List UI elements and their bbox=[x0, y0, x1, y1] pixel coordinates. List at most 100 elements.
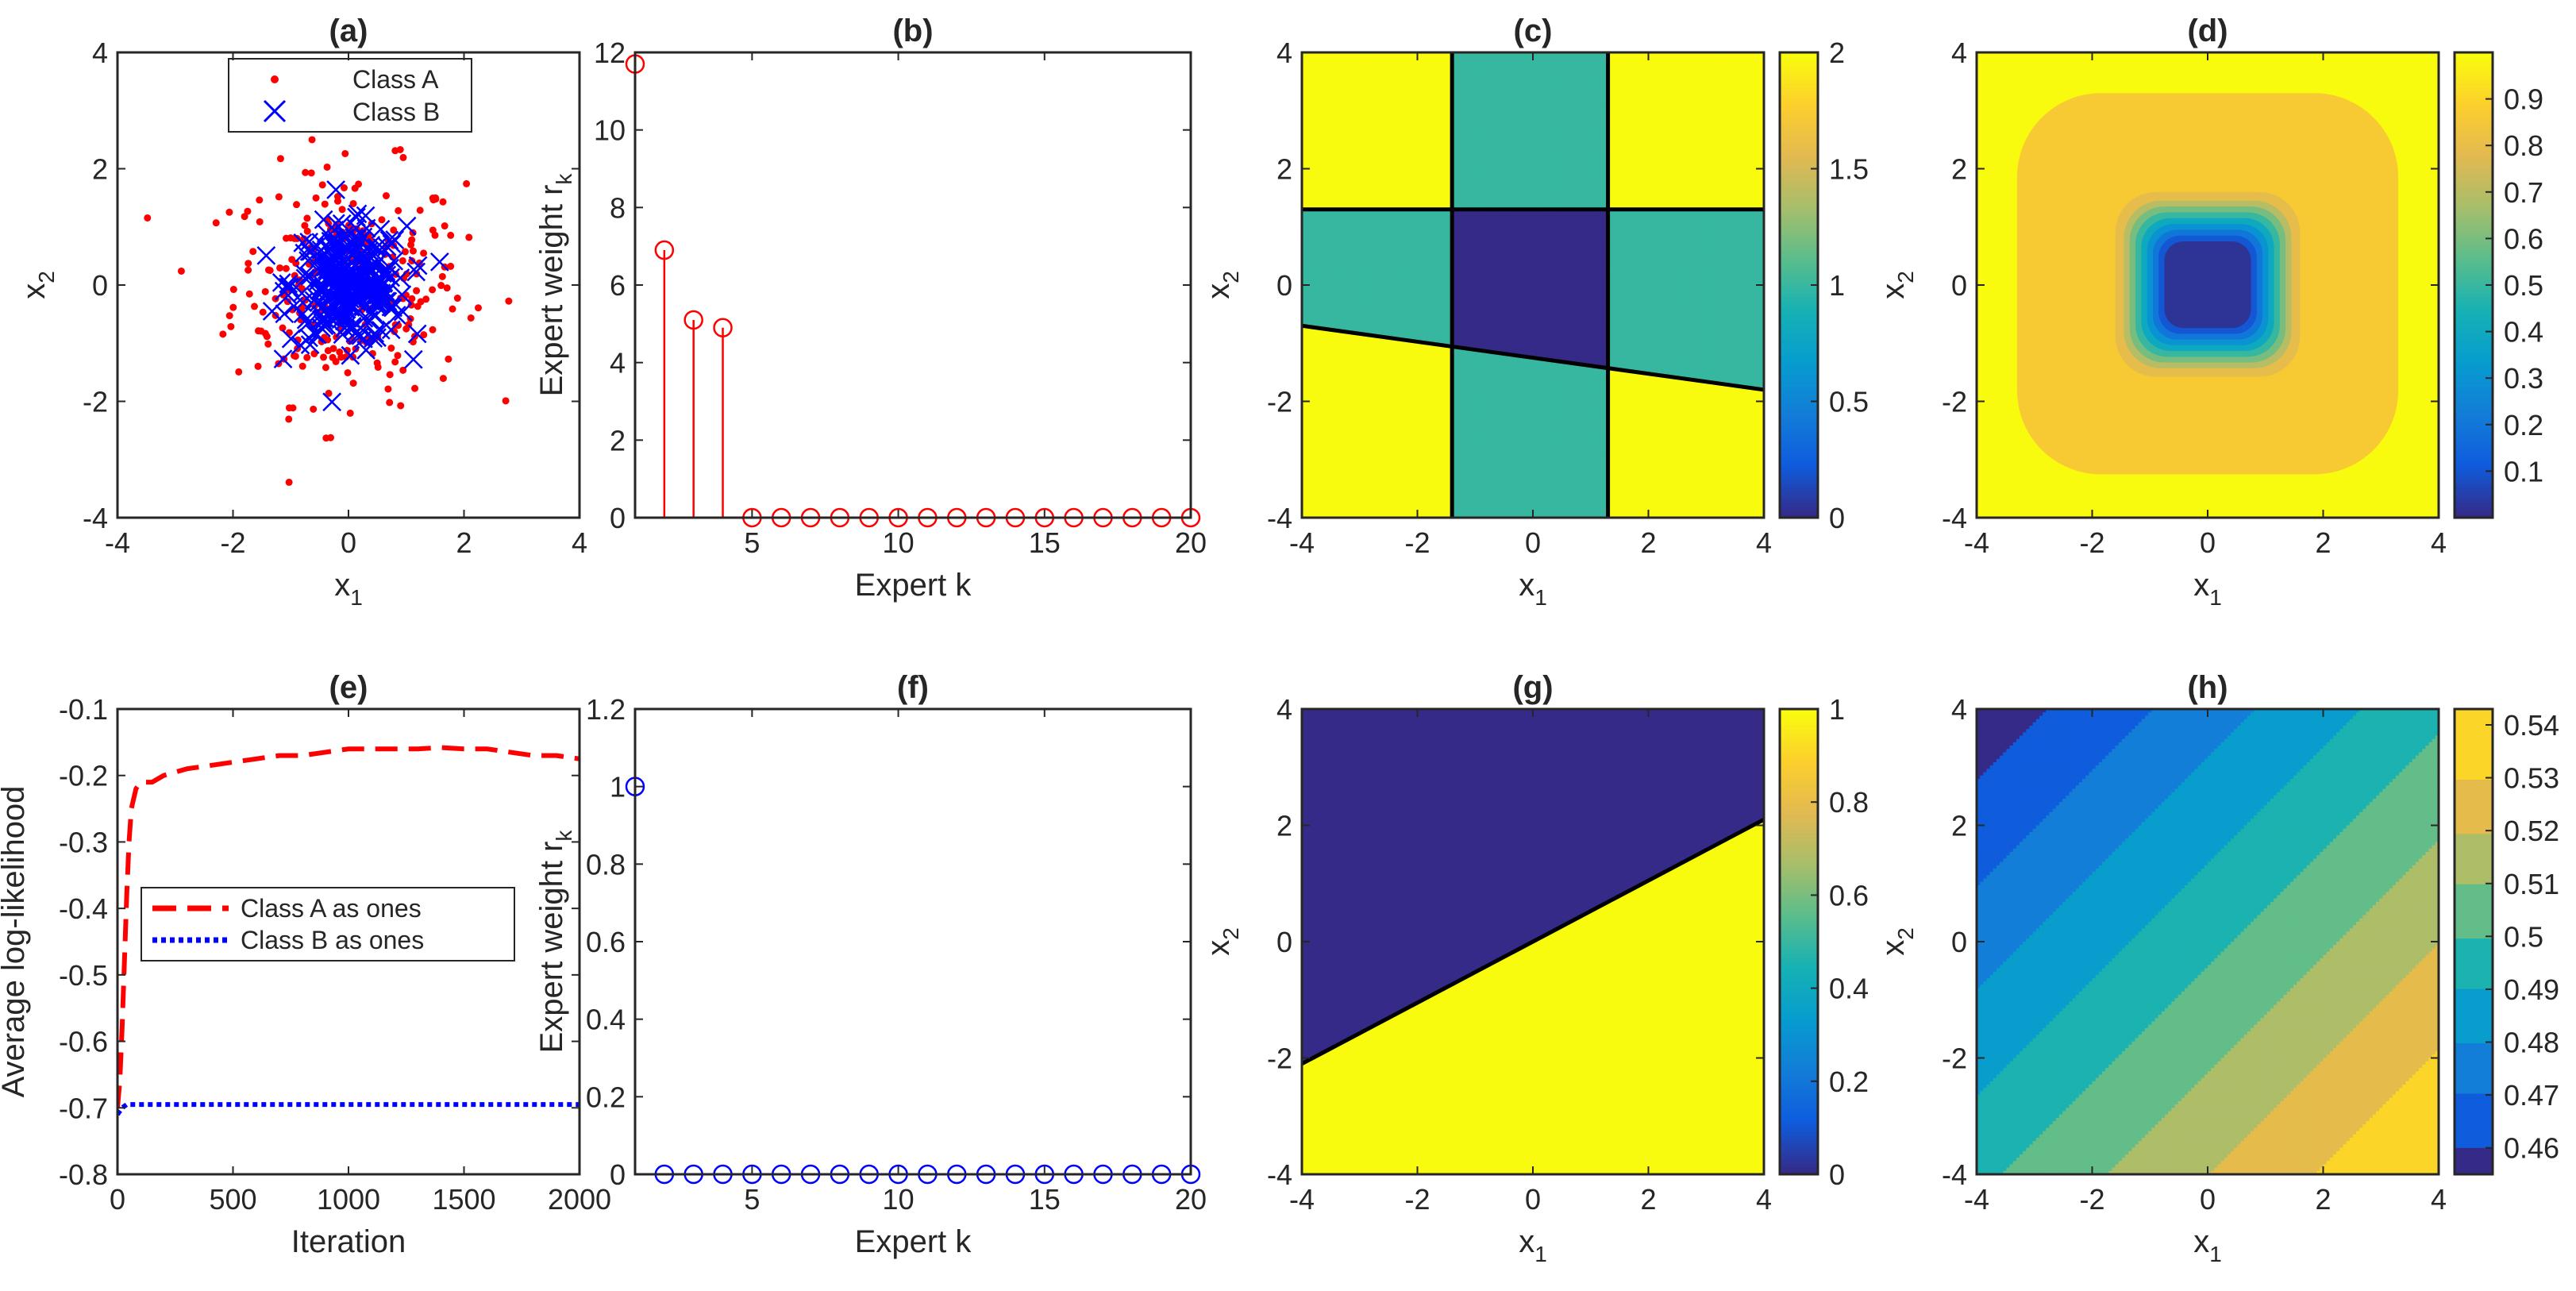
heat-cell bbox=[1359, 445, 1363, 449]
heat-cell bbox=[1304, 195, 1308, 198]
heat-cell bbox=[1307, 401, 1311, 405]
heat-cell bbox=[1359, 413, 1363, 417]
heat-cell bbox=[1304, 357, 1308, 361]
heat-cell bbox=[1307, 133, 1311, 137]
heat-cell bbox=[1345, 310, 1349, 315]
heat-cell bbox=[1316, 212, 1320, 216]
heat-cell bbox=[1304, 259, 1308, 263]
heat-cell bbox=[1371, 285, 1375, 289]
heat-cell bbox=[1302, 407, 1306, 411]
heat-cell bbox=[1316, 151, 1320, 155]
heat-cell bbox=[1307, 250, 1311, 254]
heat-cell bbox=[1325, 69, 1329, 74]
data-point bbox=[318, 181, 326, 189]
heat-cell bbox=[1348, 480, 1352, 484]
heat-cell bbox=[1302, 93, 1306, 97]
heat-cell bbox=[1365, 387, 1369, 391]
data-point bbox=[244, 207, 252, 215]
legend-marker-class-a bbox=[271, 75, 279, 83]
heat-cell bbox=[1336, 203, 1340, 207]
heat-cell bbox=[1336, 436, 1340, 440]
heat-cell bbox=[1339, 186, 1343, 190]
heat-cell bbox=[1330, 95, 1334, 100]
heat-cell bbox=[1313, 252, 1317, 256]
heat-cell bbox=[1345, 509, 1349, 513]
heat-cell bbox=[1304, 392, 1308, 396]
heat-cell bbox=[1368, 98, 1372, 102]
heat-cell bbox=[1357, 369, 1361, 373]
heat-cell bbox=[1316, 58, 1320, 62]
heat-cell bbox=[1357, 302, 1361, 306]
heat-cell bbox=[1310, 130, 1315, 135]
heat-cell bbox=[1362, 156, 1366, 161]
heat-cell bbox=[1371, 171, 1375, 175]
heat-cell bbox=[1319, 314, 1323, 318]
heat-cell bbox=[1302, 226, 1306, 231]
heat-cell bbox=[1336, 174, 1340, 179]
heat-cell bbox=[1345, 107, 1349, 111]
heat-cell bbox=[1319, 299, 1323, 303]
heat-cell bbox=[1330, 468, 1334, 472]
heat-cell bbox=[1310, 151, 1315, 155]
heat-cell bbox=[1373, 380, 1378, 385]
heat-cell bbox=[1342, 457, 1346, 461]
heat-cell bbox=[1368, 270, 1372, 274]
heat-cell bbox=[1313, 511, 1317, 515]
heat-cell bbox=[1313, 506, 1317, 510]
heat-cell bbox=[1302, 195, 1306, 198]
heat-cell bbox=[1310, 203, 1315, 207]
heat-cell bbox=[1359, 285, 1363, 289]
heat-cell bbox=[1313, 78, 1317, 83]
heat-cell bbox=[1302, 360, 1306, 364]
heat-cell bbox=[1316, 273, 1320, 277]
heat-cell bbox=[1357, 457, 1361, 461]
data-point bbox=[300, 266, 320, 286]
heat-cell bbox=[1334, 462, 1338, 466]
heat-cell bbox=[1365, 319, 1369, 324]
heat-cell bbox=[1371, 340, 1375, 344]
heat-cell bbox=[1330, 380, 1334, 385]
heat-cell bbox=[1345, 90, 1349, 94]
heat-cell bbox=[1313, 60, 1317, 65]
data-point bbox=[227, 322, 235, 330]
data-point bbox=[422, 295, 430, 303]
heat-cell bbox=[1322, 343, 1326, 347]
heat-cell bbox=[1345, 372, 1349, 376]
heat-cell bbox=[1357, 308, 1361, 312]
heat-cell bbox=[1302, 221, 1306, 225]
heat-cell bbox=[1319, 424, 1323, 429]
heat-cell bbox=[1330, 357, 1334, 361]
heat-cell bbox=[1316, 514, 1320, 518]
heat-cell bbox=[1371, 465, 1375, 469]
heat-cell bbox=[1373, 212, 1378, 216]
heat-cell bbox=[1339, 259, 1343, 263]
heat-cell bbox=[1319, 296, 1323, 300]
heat-cell bbox=[1350, 250, 1355, 254]
heat-cell bbox=[1322, 110, 1326, 114]
heat-cell bbox=[1304, 168, 1308, 172]
heat-cell bbox=[1377, 235, 1380, 239]
heat-cell bbox=[1350, 195, 1355, 198]
heat-cell bbox=[1327, 380, 1331, 385]
heat-cell bbox=[1362, 439, 1366, 443]
heat-cell bbox=[1371, 331, 1375, 335]
heat-cell bbox=[1345, 326, 1349, 329]
heat-cell bbox=[1342, 233, 1346, 237]
heat-cell bbox=[1365, 345, 1369, 350]
heat-cell bbox=[1342, 72, 1346, 76]
heat-cell bbox=[1302, 102, 1306, 106]
heat-cell bbox=[1350, 60, 1355, 65]
heat-cell bbox=[1362, 256, 1366, 260]
heat-cell bbox=[1304, 476, 1308, 480]
heat-cell bbox=[1348, 98, 1352, 102]
heat-cell bbox=[1357, 224, 1361, 228]
heat-cell bbox=[1336, 180, 1340, 184]
heat-cell bbox=[1365, 462, 1369, 466]
heat-cell bbox=[1371, 235, 1375, 239]
heat-cell bbox=[1334, 441, 1338, 446]
data-point bbox=[365, 285, 384, 305]
heat-cell bbox=[1313, 480, 1317, 484]
heat-cell bbox=[1371, 151, 1375, 155]
heat-cell bbox=[1334, 215, 1338, 219]
heat-cell bbox=[1313, 337, 1317, 341]
